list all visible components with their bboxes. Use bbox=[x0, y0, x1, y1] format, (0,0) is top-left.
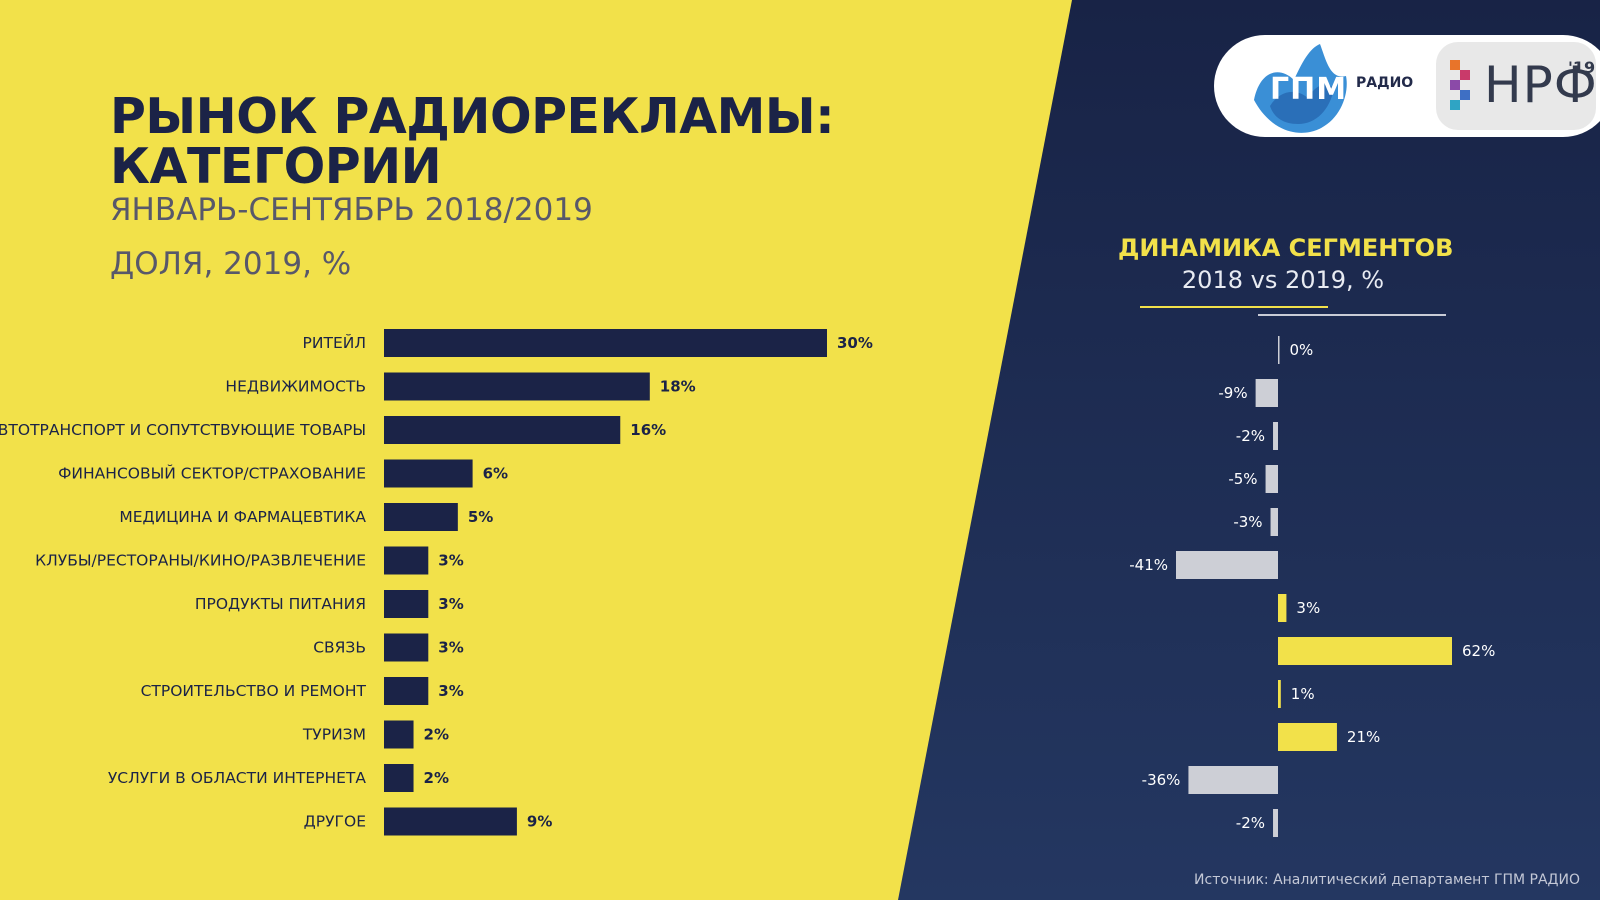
dynamics-bar bbox=[1255, 379, 1278, 407]
dynamics-bar bbox=[1188, 766, 1278, 794]
dynamics-chart-subtitle: 2018 vs 2019, % bbox=[1181, 266, 1385, 294]
dynamics-bar bbox=[1273, 809, 1278, 837]
dynamics-value-label: -5% bbox=[1228, 470, 1257, 488]
category-label: РИТЕЙЛ bbox=[303, 333, 366, 352]
share-bar bbox=[384, 372, 650, 401]
navy-panel bbox=[898, 0, 1600, 900]
nrf-logo-year: '19 bbox=[1568, 58, 1596, 77]
title-line-2: КАТЕГОРИИ bbox=[110, 138, 442, 195]
dynamics-value-label: -41% bbox=[1129, 556, 1168, 574]
dynamics-bar bbox=[1265, 465, 1278, 493]
dynamics-value-label: 62% bbox=[1462, 642, 1495, 660]
dynamics-value-label: 21% bbox=[1347, 728, 1380, 746]
dynamics-value-label: -36% bbox=[1142, 771, 1181, 789]
share-value-label: 2% bbox=[424, 769, 449, 787]
category-label: АВТОТРАНСПОРТ И СОПУТСТВУЮЩИЕ ТОВАРЫ bbox=[0, 421, 366, 439]
category-label: ФИНАНСОВЫЙ СЕКТОР/СТРАХОВАНИЕ bbox=[58, 464, 366, 483]
share-value-label: 5% bbox=[468, 508, 493, 526]
share-value-label: 9% bbox=[527, 813, 552, 831]
dynamics-value-label: 0% bbox=[1290, 341, 1314, 359]
share-bar bbox=[384, 503, 458, 531]
share-value-label: 6% bbox=[483, 465, 508, 483]
share-bar bbox=[384, 764, 414, 792]
nrf-logo-text: НРФ bbox=[1484, 56, 1598, 114]
share-value-label: 16% bbox=[630, 421, 666, 439]
gpm-radio-logo-icon bbox=[1254, 44, 1347, 133]
category-label: НЕДВИЖИМОСТЬ bbox=[225, 378, 366, 396]
dynamics-value-label: -2% bbox=[1236, 814, 1265, 832]
share-bar bbox=[384, 459, 473, 488]
share-value-label: 3% bbox=[438, 639, 463, 657]
share-bar bbox=[384, 720, 414, 749]
page-subtitle: ЯНВАРЬ-СЕНТЯБРЬ 2018/2019 bbox=[110, 192, 593, 228]
dynamics-bar bbox=[1270, 508, 1278, 536]
dynamics-chart-title: ДИНАМИКА СЕГМЕНТОВ bbox=[1118, 234, 1454, 262]
category-label: УСЛУГИ В ОБЛАСТИ ИНТЕРНЕТА bbox=[108, 769, 367, 787]
share-value-label: 3% bbox=[438, 595, 463, 613]
radio-logo-text: РАДИО bbox=[1356, 75, 1414, 91]
share-bar bbox=[384, 329, 827, 357]
share-chart-title: ДОЛЯ, 2019, % bbox=[110, 246, 352, 282]
category-label: КЛУБЫ/РЕСТОРАНЫ/КИНО/РАЗВЛЕЧЕНИЕ bbox=[35, 552, 366, 570]
dynamics-value-label: 1% bbox=[1291, 685, 1315, 703]
dynamics-bar bbox=[1278, 637, 1452, 665]
dynamics-value-label: -3% bbox=[1233, 513, 1262, 531]
nrf-logo-icon bbox=[1450, 60, 1470, 110]
dynamics-value-label: -2% bbox=[1236, 427, 1265, 445]
gpm-logo-text: ГПМ bbox=[1270, 72, 1348, 107]
share-value-label: 2% bbox=[424, 726, 449, 744]
category-label: СТРОИТЕЛЬСТВО И РЕМОНТ bbox=[141, 682, 367, 700]
share-value-label: 3% bbox=[438, 552, 463, 570]
category-label: СВЯЗЬ bbox=[313, 639, 366, 657]
dynamics-bar bbox=[1278, 723, 1337, 751]
dynamics-bar bbox=[1278, 336, 1280, 364]
share-bar bbox=[384, 590, 429, 618]
dynamics-bar bbox=[1278, 680, 1281, 708]
nrf-logo-badge bbox=[1436, 42, 1596, 130]
divider-line bbox=[1140, 306, 1328, 308]
divider-line bbox=[1258, 314, 1446, 316]
dynamics-bar bbox=[1273, 422, 1278, 450]
share-bar bbox=[384, 546, 429, 575]
share-bar bbox=[384, 807, 517, 836]
dynamics-bar bbox=[1278, 594, 1287, 622]
share-bar bbox=[384, 633, 429, 662]
page-title: РЫНОК РАДИОРЕКЛАМЫ: КАТЕГОРИИ bbox=[110, 88, 835, 195]
category-label: МЕДИЦИНА И ФАРМАЦЕВТИКА bbox=[119, 508, 366, 526]
title-line-1: РЫНОК РАДИОРЕКЛАМЫ: bbox=[110, 88, 835, 145]
share-value-label: 18% bbox=[660, 378, 696, 396]
share-value-label: 30% bbox=[837, 334, 873, 352]
share-value-label: 3% bbox=[438, 682, 463, 700]
category-label: ДРУГОЕ bbox=[304, 813, 366, 831]
dynamics-value-label: -9% bbox=[1218, 384, 1247, 402]
share-bar bbox=[384, 677, 429, 705]
source-note: Источник: Аналитический департамент ГПМ … bbox=[1194, 872, 1580, 888]
dynamics-value-label: 3% bbox=[1296, 599, 1320, 617]
dynamics-bar bbox=[1176, 551, 1278, 579]
category-label: ПРОДУКТЫ ПИТАНИЯ bbox=[195, 595, 366, 613]
category-label: ТУРИЗМ bbox=[302, 726, 366, 744]
share-bar bbox=[384, 416, 621, 444]
